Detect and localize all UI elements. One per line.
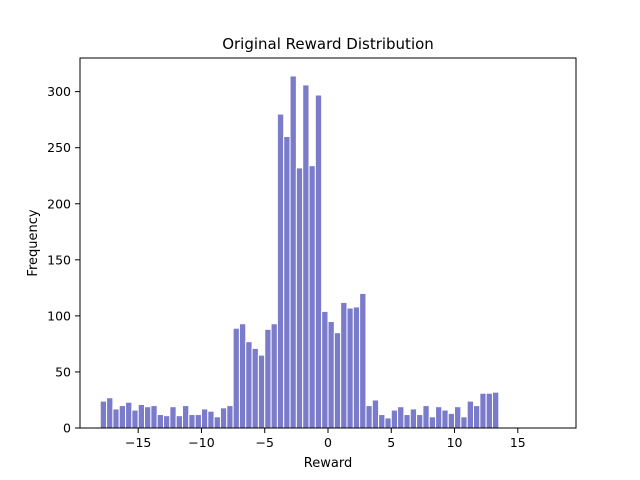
histogram-bar xyxy=(207,410,215,429)
histogram-bar xyxy=(333,332,342,429)
histogram-bar xyxy=(384,417,392,429)
histogram-bar xyxy=(289,75,297,429)
histogram-bar xyxy=(283,135,291,429)
histogram-bar xyxy=(416,414,424,429)
x-tick-label: −15 xyxy=(125,435,151,450)
y-tick-label: 50 xyxy=(55,364,71,379)
histogram-bar xyxy=(491,391,500,429)
histogram-bar xyxy=(232,327,240,429)
histogram-bar xyxy=(150,405,158,429)
histogram-bar xyxy=(213,416,221,429)
histogram-bar xyxy=(428,416,437,429)
histogram-bar xyxy=(175,415,183,429)
histogram-bar xyxy=(194,414,202,429)
histogram-bar xyxy=(276,113,285,429)
histogram-bar xyxy=(447,412,456,429)
y-tick-label: 150 xyxy=(47,252,71,267)
histogram-bar xyxy=(144,406,152,429)
histogram-bar xyxy=(156,414,165,429)
chart-title: Original Reward Distribution xyxy=(222,35,434,53)
histogram-bar xyxy=(441,409,449,429)
y-tick-label: 200 xyxy=(47,196,71,211)
y-tick-label: 0 xyxy=(63,421,71,436)
histogram-bar xyxy=(454,406,462,429)
y-axis-label: Frequency xyxy=(26,209,41,276)
histogram-bar xyxy=(270,323,278,429)
histogram-bar xyxy=(251,347,259,429)
histogram-bar xyxy=(257,354,266,429)
x-tick-label: 5 xyxy=(387,435,395,450)
histogram-bar xyxy=(327,320,335,429)
x-axis: −15 −10 −5 0 5 10 15 xyxy=(125,428,526,450)
histogram-bar xyxy=(473,405,481,429)
histogram-bar xyxy=(485,392,493,429)
histogram-bar xyxy=(200,408,209,429)
histogram-bar xyxy=(365,405,373,429)
histogram-bar xyxy=(245,341,253,429)
histogram-bar xyxy=(359,292,367,429)
histogram-bar xyxy=(131,409,139,429)
histogram-bar xyxy=(169,406,177,429)
histogram-bar xyxy=(163,415,171,429)
histogram-bar xyxy=(219,407,228,429)
histogram-bar xyxy=(321,310,329,429)
histogram-bar xyxy=(466,400,475,429)
histogram-bar xyxy=(112,408,120,429)
histogram-bar xyxy=(390,409,399,429)
histogram-bar xyxy=(99,400,108,429)
y-axis: 0 50 100 150 200 250 300 xyxy=(47,84,80,436)
histogram-bar xyxy=(226,405,234,429)
histogram-bar xyxy=(340,301,348,429)
histogram-bar xyxy=(125,401,133,429)
histogram-bar xyxy=(106,397,114,429)
histogram-bar xyxy=(397,406,405,429)
x-tick-label: −5 xyxy=(256,435,274,450)
histogram-bar xyxy=(346,307,354,429)
histogram-bar xyxy=(238,323,247,429)
x-tick-label: 0 xyxy=(324,435,332,450)
histogram-bar xyxy=(308,165,316,429)
histogram-bar xyxy=(479,392,487,429)
histogram-bar xyxy=(181,405,190,429)
x-tick-label: 15 xyxy=(510,435,526,450)
histogram-bar xyxy=(422,405,430,429)
histogram-bar xyxy=(137,403,146,429)
y-tick-label: 250 xyxy=(47,140,71,155)
x-axis-label: Reward xyxy=(304,456,352,471)
histogram-bar xyxy=(118,405,127,429)
bars-layer xyxy=(99,75,500,429)
histogram-bar xyxy=(403,414,411,429)
y-tick-label: 300 xyxy=(47,84,71,99)
histogram-bar xyxy=(460,416,468,429)
y-tick-label: 100 xyxy=(47,308,71,323)
x-tick-label: 10 xyxy=(447,435,463,450)
histogram-bar xyxy=(378,414,386,429)
x-tick-label: −10 xyxy=(188,435,214,450)
histogram-bar xyxy=(295,167,304,429)
histogram-bar xyxy=(314,94,323,429)
histogram-bar xyxy=(435,406,443,429)
histogram-bar xyxy=(352,306,361,429)
histogram-bar xyxy=(371,399,380,429)
histogram-bar xyxy=(302,84,310,429)
histogram-bar xyxy=(409,408,418,429)
histogram-bar xyxy=(264,328,272,429)
histogram-bar xyxy=(188,414,196,429)
